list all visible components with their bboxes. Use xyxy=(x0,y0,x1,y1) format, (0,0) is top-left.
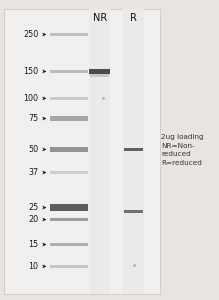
Bar xyxy=(50,265,88,268)
Text: 20: 20 xyxy=(28,215,38,224)
Text: 100: 100 xyxy=(23,94,38,103)
Text: 15: 15 xyxy=(28,240,38,249)
Bar xyxy=(50,147,88,152)
Bar xyxy=(124,148,143,151)
Text: 50: 50 xyxy=(28,145,38,154)
Text: 2ug loading
NR=Non-
reduced
R=reduced: 2ug loading NR=Non- reduced R=reduced xyxy=(161,134,204,166)
Bar xyxy=(89,69,110,74)
Bar xyxy=(50,70,88,73)
Bar xyxy=(50,218,88,221)
Text: 10: 10 xyxy=(28,262,38,271)
Bar xyxy=(50,33,88,36)
Bar xyxy=(50,171,88,174)
Bar xyxy=(50,204,88,211)
Text: 150: 150 xyxy=(23,67,38,76)
Text: 25: 25 xyxy=(28,203,38,212)
Bar xyxy=(123,9,144,294)
Text: R: R xyxy=(130,13,137,22)
Text: 37: 37 xyxy=(28,168,38,177)
Bar xyxy=(90,74,109,77)
Text: 75: 75 xyxy=(28,114,38,123)
Text: 250: 250 xyxy=(23,30,38,39)
Bar xyxy=(50,116,88,121)
Text: NR: NR xyxy=(92,13,107,22)
Bar xyxy=(50,243,88,246)
Bar xyxy=(124,210,143,213)
Bar xyxy=(50,97,88,100)
Bar xyxy=(89,9,110,294)
Bar xyxy=(4,9,160,294)
